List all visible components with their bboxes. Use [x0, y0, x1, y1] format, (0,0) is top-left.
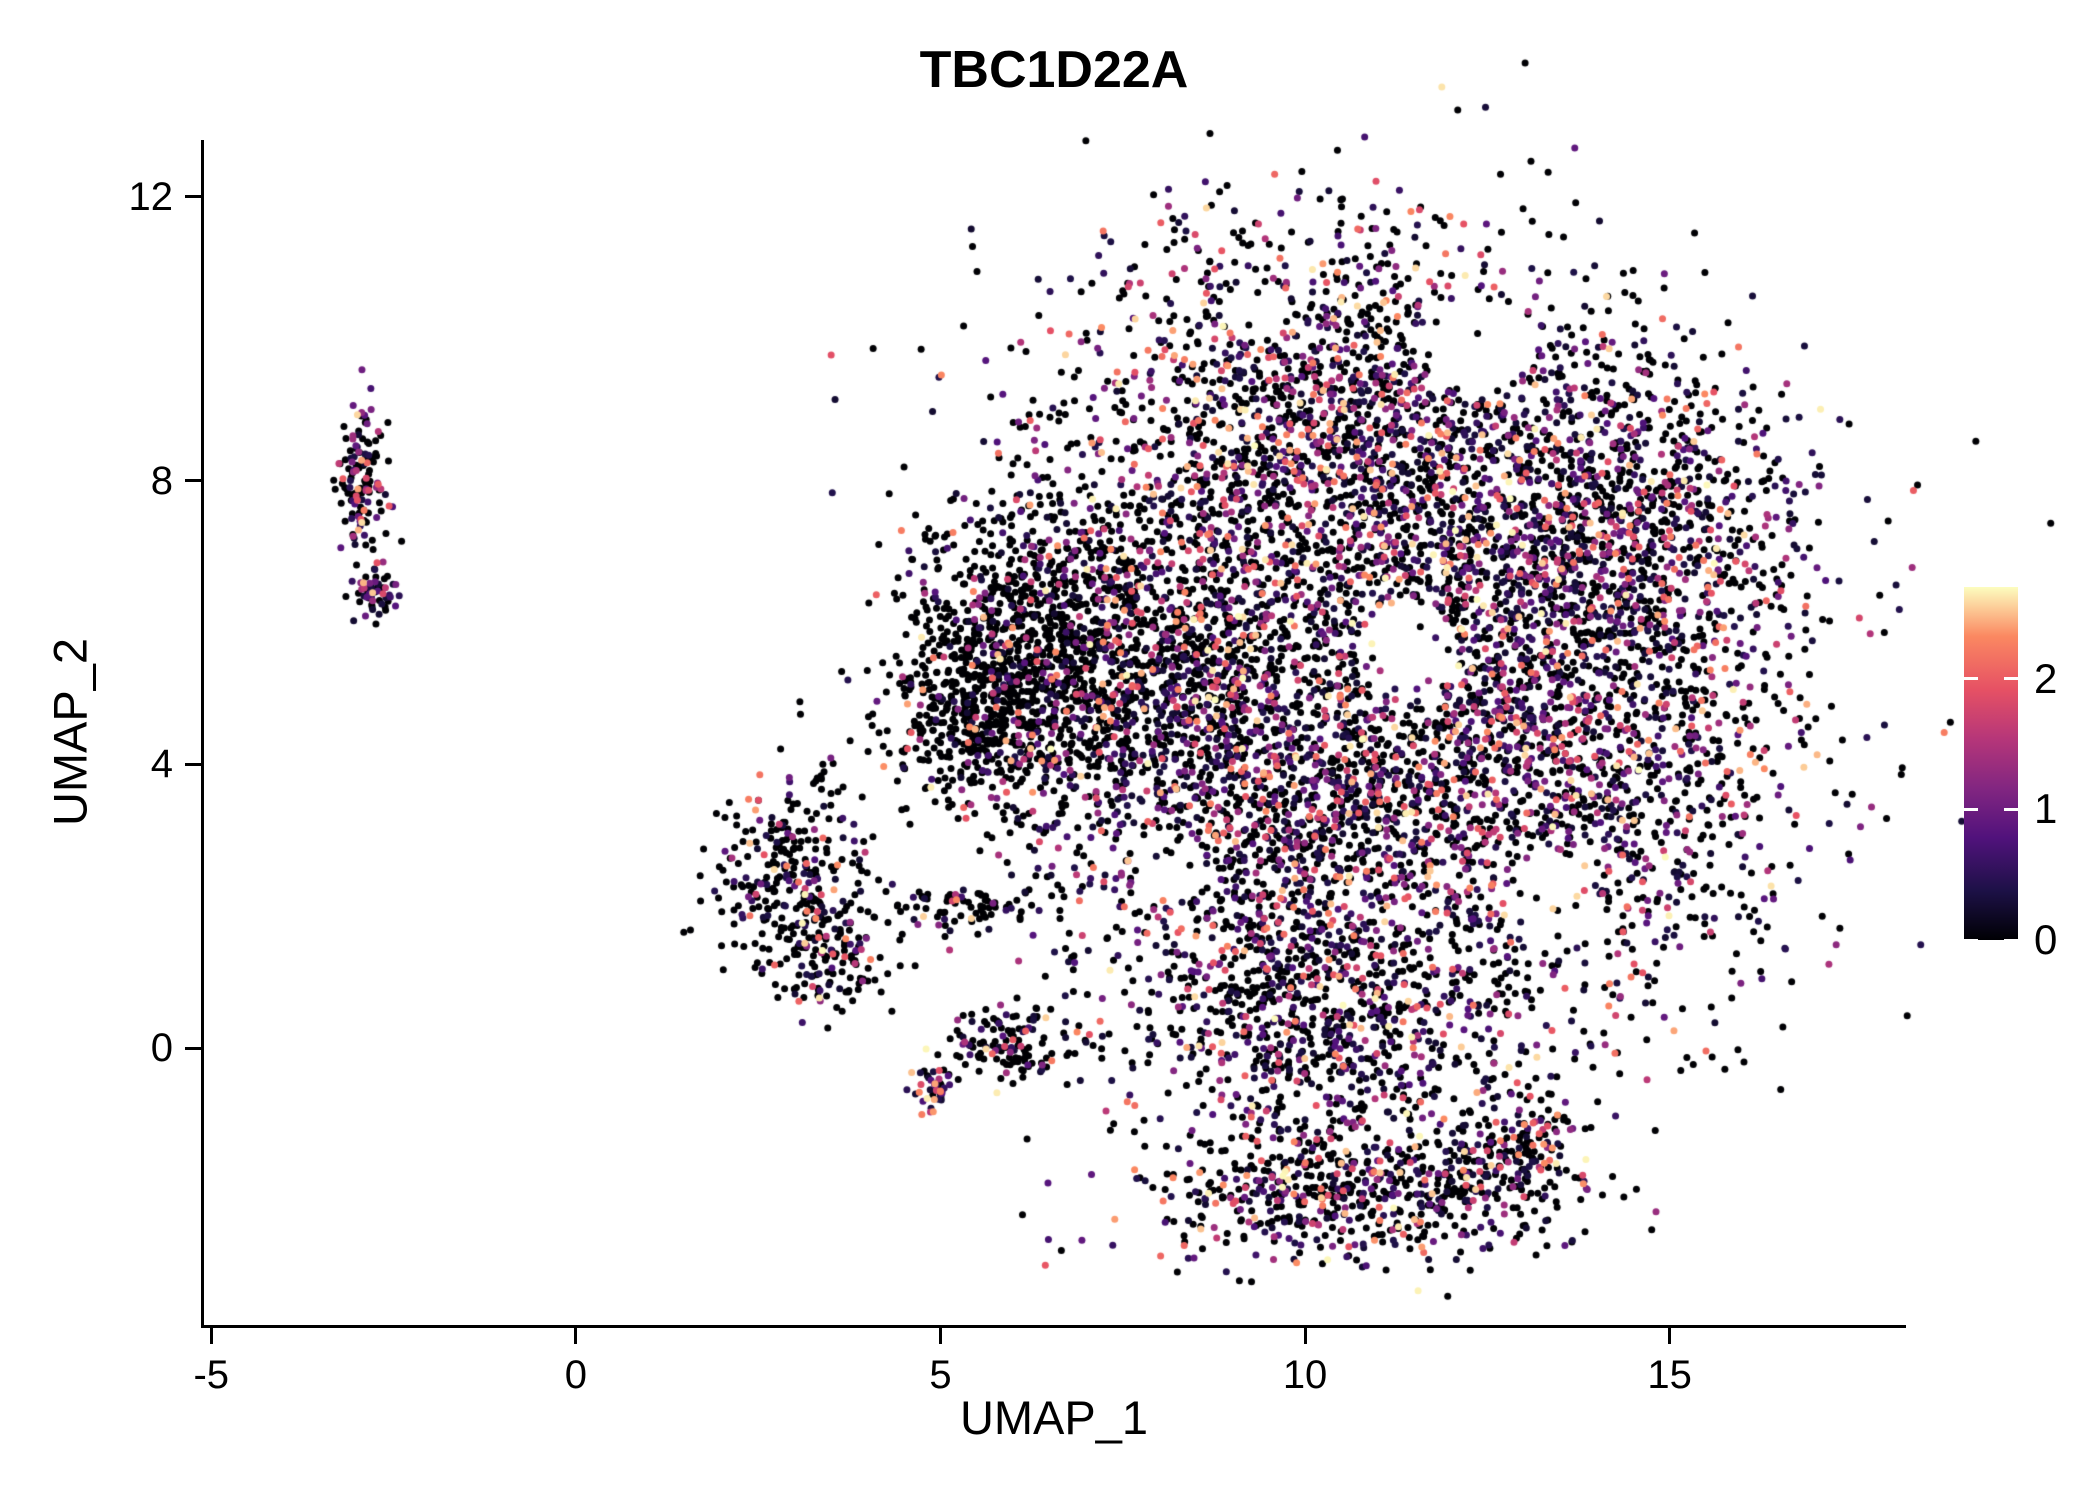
- x-tick-mark: [938, 1328, 942, 1344]
- y-tick-label: 12: [128, 174, 174, 219]
- x-tick-mark: [1668, 1328, 1672, 1344]
- y-axis-line: [201, 140, 204, 1328]
- x-tick-label: 15: [1647, 1353, 1692, 1397]
- x-axis-line: [201, 1325, 1906, 1328]
- y-tick-mark: [185, 762, 201, 766]
- colorbar-tick-label: 1: [2034, 785, 2058, 833]
- y-axis-title: UMAP_2: [43, 637, 97, 827]
- x-tick-mark: [209, 1328, 213, 1344]
- colorbar-tick-mark: [1964, 807, 1978, 811]
- y-tick-mark: [185, 195, 201, 199]
- y-tick-label: 8: [150, 458, 173, 503]
- colorbar-gradient: [1964, 587, 2018, 940]
- colorbar-tick-mark: [2004, 938, 2018, 942]
- x-tick-label: 0: [564, 1353, 587, 1397]
- colorbar-tick-mark: [2004, 807, 2018, 811]
- colorbar: [1964, 587, 2018, 942]
- x-tick-mark: [574, 1328, 578, 1344]
- colorbar-tick-mark: [1964, 677, 1978, 681]
- y-tick-mark: [185, 479, 201, 483]
- colorbar-tick-label: 2: [2034, 654, 2058, 702]
- colorbar-tick-mark: [1964, 938, 1978, 942]
- x-tick-label: 5: [929, 1353, 952, 1397]
- x-tick-label: 10: [1282, 1353, 1328, 1397]
- y-tick-label: 0: [150, 1026, 173, 1071]
- x-tick-label: -5: [193, 1353, 230, 1397]
- x-tick-mark: [1303, 1328, 1307, 1344]
- colorbar-tick-mark: [2004, 677, 2018, 681]
- y-tick-mark: [185, 1046, 201, 1050]
- y-tick-label: 4: [150, 742, 173, 787]
- colorbar-tick-label: 0: [2034, 916, 2058, 963]
- x-axis-title: UMAP_1: [959, 1391, 1149, 1444]
